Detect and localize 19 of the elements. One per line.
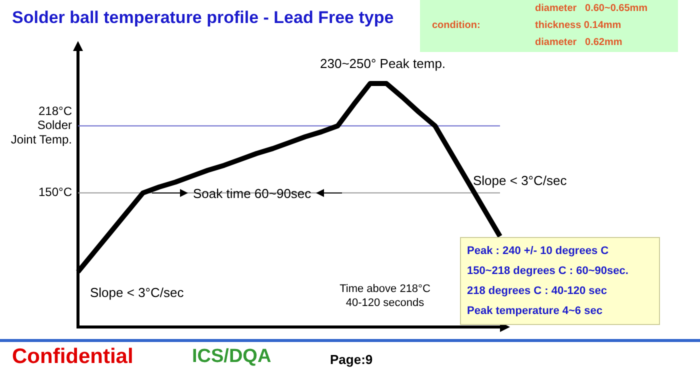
- annotation: 230~250° Peak temp.: [320, 56, 446, 72]
- annotation: Peak : 240 +/- 10 degrees C: [467, 244, 610, 259]
- annotation: 150~218 degrees C : 60~90sec.: [467, 264, 630, 279]
- chart-title: Solder ball temperature profile - Lead Free type: [12, 8, 394, 28]
- y-tick-label: 218°C Solder Joint Temp.: [10, 104, 72, 147]
- text: Confidential: [12, 345, 134, 369]
- text: thickness 0.14mm: [535, 20, 622, 31]
- text: condition:: [432, 20, 480, 31]
- text: diameter 0.62mm: [535, 37, 622, 48]
- annotation: Slope < 3°C/sec: [90, 285, 184, 301]
- text: Page:9: [330, 352, 373, 367]
- annotation: Slope < 3°C/sec: [473, 173, 567, 189]
- annotation: 218 degrees C : 40-120 sec: [467, 284, 608, 299]
- text: ICS/DQA: [192, 346, 272, 368]
- annotation: Peak temperature 4~6 sec: [467, 304, 604, 319]
- text: diameter 0.60~0.65mm: [535, 3, 648, 14]
- annotation: Soak time 60~90sec: [193, 186, 312, 202]
- annotation: Time above 218°C 40-120 seconds: [338, 282, 432, 310]
- y-tick-label: 150°C: [38, 185, 72, 200]
